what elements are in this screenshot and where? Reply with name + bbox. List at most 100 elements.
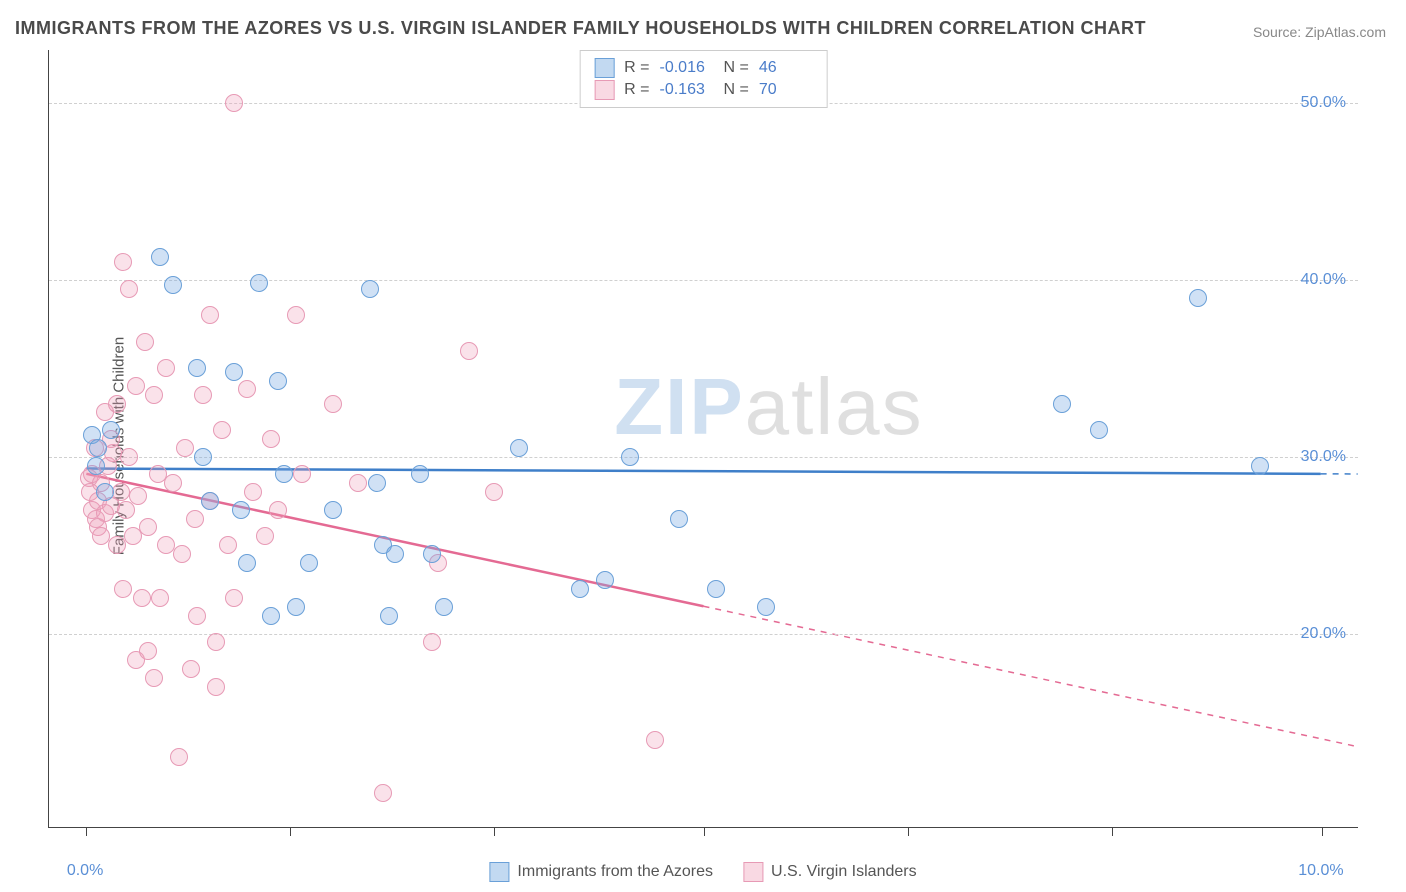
data-point [1189, 289, 1207, 307]
n-label: N = [724, 81, 749, 99]
data-point [269, 501, 287, 519]
data-point [423, 633, 441, 651]
data-point [133, 589, 151, 607]
n-value-pink: 70 [759, 81, 813, 99]
data-point [114, 580, 132, 598]
data-point [145, 386, 163, 404]
data-point [201, 306, 219, 324]
source-label: Source: ZipAtlas.com [1253, 24, 1386, 40]
gridline [49, 457, 1358, 458]
data-point [287, 306, 305, 324]
data-point [380, 607, 398, 625]
x-tick-mark [908, 828, 909, 836]
data-point [386, 545, 404, 563]
r-value-blue: -0.016 [660, 59, 714, 77]
data-point [232, 501, 250, 519]
data-point [127, 377, 145, 395]
data-point [596, 571, 614, 589]
data-point [120, 448, 138, 466]
data-point [571, 580, 589, 598]
gridline [49, 280, 1358, 281]
gridline [49, 634, 1358, 635]
data-point [275, 465, 293, 483]
data-point [510, 439, 528, 457]
data-point [213, 421, 231, 439]
x-tick-label: 10.0% [1298, 862, 1343, 880]
chart-title: IMMIGRANTS FROM THE AZORES VS U.S. VIRGI… [15, 18, 1146, 39]
data-point [262, 607, 280, 625]
data-point [621, 448, 639, 466]
data-point [157, 359, 175, 377]
swatch-pink-icon [743, 862, 763, 882]
n-label: N = [724, 59, 749, 77]
y-tick-label: 50.0% [1301, 94, 1346, 112]
data-point [108, 536, 126, 554]
data-point [164, 276, 182, 294]
data-point [219, 536, 237, 554]
watermark-zip: ZIP [614, 362, 744, 451]
data-point [374, 784, 392, 802]
y-tick-label: 40.0% [1301, 271, 1346, 289]
data-point [112, 483, 130, 501]
x-tick-mark [494, 828, 495, 836]
r-value-pink: -0.163 [660, 81, 714, 99]
data-point [757, 598, 775, 616]
data-point [194, 448, 212, 466]
data-point [293, 465, 311, 483]
legend-item-blue: Immigrants from the Azores [489, 862, 713, 882]
data-point [186, 510, 204, 528]
data-point [423, 545, 441, 563]
data-point [368, 474, 386, 492]
data-point [269, 372, 287, 390]
data-point [120, 280, 138, 298]
y-tick-label: 20.0% [1301, 625, 1346, 643]
data-point [250, 274, 268, 292]
data-point [256, 527, 274, 545]
data-point [411, 465, 429, 483]
stats-legend: R = -0.016 N = 46 R = -0.163 N = 70 [579, 50, 828, 108]
data-point [114, 253, 132, 271]
data-point [194, 386, 212, 404]
data-point [139, 518, 157, 536]
data-point [182, 660, 200, 678]
x-tick-mark [704, 828, 705, 836]
data-point [173, 545, 191, 563]
data-point [188, 607, 206, 625]
data-point [188, 359, 206, 377]
trend-lines [49, 50, 1358, 827]
swatch-pink-icon [594, 80, 614, 100]
r-label: R = [624, 81, 649, 99]
legend-item-pink: U.S. Virgin Islanders [743, 862, 917, 882]
legend-label-pink: U.S. Virgin Islanders [771, 863, 917, 881]
data-point [225, 363, 243, 381]
r-label: R = [624, 59, 649, 77]
data-point [707, 580, 725, 598]
data-point [87, 457, 105, 475]
data-point [646, 731, 664, 749]
data-point [324, 501, 342, 519]
data-point [207, 678, 225, 696]
data-point [287, 598, 305, 616]
data-point [129, 487, 147, 505]
data-point [670, 510, 688, 528]
data-point [460, 342, 478, 360]
watermark: ZIPatlas [614, 361, 923, 453]
data-point [145, 669, 163, 687]
data-point [151, 248, 169, 266]
data-point [201, 492, 219, 510]
data-point [485, 483, 503, 501]
data-point [207, 633, 225, 651]
data-point [117, 501, 135, 519]
x-tick-mark [86, 828, 87, 836]
data-point [262, 430, 280, 448]
data-point [361, 280, 379, 298]
stats-row-pink: R = -0.163 N = 70 [594, 79, 813, 101]
data-point [96, 483, 114, 501]
data-point [238, 380, 256, 398]
data-point [164, 474, 182, 492]
data-point [136, 333, 154, 351]
swatch-blue-icon [594, 58, 614, 78]
data-point [349, 474, 367, 492]
data-point [89, 439, 107, 457]
data-point [139, 642, 157, 660]
